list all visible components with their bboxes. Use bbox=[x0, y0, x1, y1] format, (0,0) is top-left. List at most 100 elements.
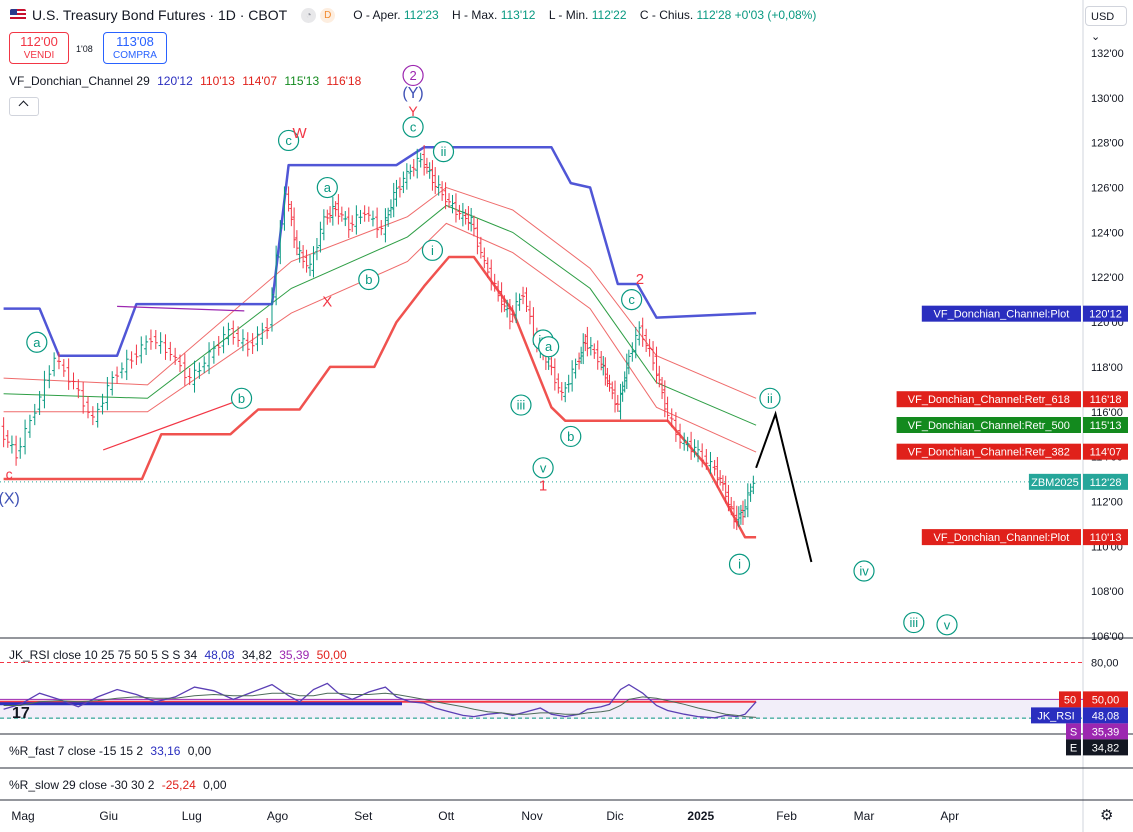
price-tag-value: 112'28 bbox=[1090, 477, 1122, 489]
wave-label: c bbox=[628, 292, 635, 307]
sell-price: 112'00 bbox=[20, 34, 58, 49]
wave-label: a bbox=[33, 335, 41, 350]
data-delay-icon[interactable]: ◔ bbox=[301, 7, 317, 23]
wave-label: (X) bbox=[0, 491, 20, 508]
wave-label: i bbox=[431, 243, 434, 258]
currency-selector[interactable]: USD ⌄ bbox=[1085, 6, 1127, 43]
rsi-tag-name: S bbox=[1070, 726, 1077, 738]
time-tick-label: Apr bbox=[940, 809, 959, 823]
rsi-signal-line bbox=[3, 692, 757, 718]
rfast-legend[interactable]: %R_fast 7 close -15 15 2 33,16 0,00 bbox=[9, 744, 215, 758]
buy-button[interactable]: 113'08 COMPRA bbox=[103, 32, 167, 64]
price-tag-name-box bbox=[896, 391, 1081, 408]
wave-label: X bbox=[322, 293, 332, 310]
donchian-retr382-value: 114'07 bbox=[242, 74, 278, 88]
price-tag-name-box bbox=[921, 305, 1081, 322]
price-tag-name: VF_Donchian_Channel:Plot bbox=[934, 309, 1070, 321]
wave-label: Y bbox=[408, 103, 418, 119]
time-tick-label: Feb bbox=[776, 809, 797, 823]
chart-header: U.S. Treasury Bond Futures · 1D · CBOT ◔… bbox=[0, 0, 1083, 30]
wave-label-circle bbox=[421, 239, 444, 261]
trendline bbox=[117, 305, 245, 312]
price-tags: VF_Donchian_Channel:Plot 120'12 VF_Donchia… bbox=[896, 305, 1128, 546]
price-tag-value-box bbox=[1083, 443, 1128, 460]
tradingview-logo: 17 bbox=[12, 705, 30, 722]
price-tag-name: VF_Donchian_Channel:Retr_382 bbox=[908, 447, 1070, 459]
time-tick-label: Ago bbox=[267, 809, 289, 823]
rsi-tag-name-box bbox=[1059, 691, 1081, 708]
wave-label: 1 bbox=[539, 477, 547, 494]
donchian-retr618-value: 116'18 bbox=[326, 74, 362, 88]
wave-label-circle bbox=[560, 425, 582, 448]
close-value: 112'28 bbox=[696, 8, 732, 22]
price-tick-label: 116'00 bbox=[1091, 407, 1123, 419]
settings-gear-icon[interactable]: ⚙ bbox=[1100, 807, 1114, 824]
rsi-value-4: 50,00 bbox=[316, 648, 347, 662]
price-tag-name-box bbox=[1028, 473, 1081, 490]
time-axis[interactable]: Mag Giu Lug Ago Set Ott Nov Dic 2025 Feb Mar Apr bbox=[11, 809, 959, 823]
delayed-badge[interactable]: D bbox=[320, 7, 336, 23]
price-tag-value: 120'12 bbox=[1089, 309, 1122, 321]
wave-label: a bbox=[545, 339, 553, 354]
rsi-pane[interactable]: 80,00 50,00 50 48,08 JK_RSI 35,39 S 34,82 E bbox=[0, 657, 1128, 756]
symbol-title[interactable]: U.S. Treasury Bond Futures · 1D · CBOT bbox=[32, 7, 288, 23]
rslow-name: %R_slow 29 close -30 30 2 bbox=[9, 778, 155, 792]
wave-label-circle bbox=[532, 457, 554, 479]
price-tag-value: 115'13 bbox=[1090, 420, 1122, 432]
donchian-upper-value: 120'12 bbox=[157, 74, 193, 88]
rsi-value-tag bbox=[1083, 707, 1128, 724]
price-tick-label: 126'00 bbox=[1091, 183, 1124, 195]
price-tag-value: 110'13 bbox=[1090, 532, 1122, 544]
price-tag-value-box bbox=[1083, 416, 1128, 433]
price-tag-value-box bbox=[1083, 473, 1128, 490]
sell-button[interactable]: 112'00 VENDI bbox=[9, 32, 69, 64]
sell-label: VENDI bbox=[23, 50, 55, 61]
price-tag-name: ZBM2025 bbox=[1031, 477, 1079, 489]
wave-label-circle bbox=[728, 553, 751, 575]
change-value: +0'03 (+0,08%) bbox=[734, 8, 817, 22]
high-label: H - Max. bbox=[452, 8, 498, 22]
price-tag-value: 116'18 bbox=[1090, 394, 1122, 406]
rslow-value-1: -25,24 bbox=[161, 778, 196, 792]
wave-label-circle bbox=[402, 64, 424, 87]
us-flag-icon bbox=[10, 9, 26, 21]
projection-line bbox=[755, 410, 813, 563]
close-label: C - Chius. bbox=[639, 8, 694, 22]
rsi-tag-text: 34,82 bbox=[1092, 742, 1120, 754]
rsi-legend[interactable]: JK_RSI close 10 25 75 50 5 S S 34 48,08 … bbox=[9, 648, 351, 662]
wave-label: b bbox=[238, 391, 245, 406]
rsi-value-1: 48,08 bbox=[204, 648, 235, 662]
time-tick-label: Mar bbox=[854, 809, 875, 823]
wave-label-circle bbox=[432, 141, 455, 163]
wave-label-circle bbox=[936, 614, 958, 636]
rsi-value-tag bbox=[1083, 723, 1128, 740]
retr-618-line bbox=[3, 186, 757, 399]
wave-label: (Y) bbox=[402, 85, 423, 102]
price-tick-label: 124'00 bbox=[1091, 227, 1124, 239]
high-value: 113'12 bbox=[500, 8, 536, 22]
donchian-legend[interactable]: VF_Donchian_Channel 29 120'12 110'13 114… bbox=[9, 74, 365, 88]
rsi-tag-text: 48,08 bbox=[1092, 710, 1120, 722]
wave-label-circle bbox=[230, 387, 253, 409]
donchian-upper-line bbox=[3, 145, 757, 357]
rsi-value-2: 34,82 bbox=[241, 648, 272, 662]
wave-label-circle bbox=[853, 560, 875, 582]
rsi-tag-name-box bbox=[1066, 739, 1081, 756]
collapse-legend-button[interactable] bbox=[9, 97, 39, 116]
rsi-tag-name-box bbox=[1031, 707, 1081, 724]
price-tag-name-box bbox=[896, 416, 1081, 433]
rfast-name: %R_fast 7 close -15 15 2 bbox=[9, 744, 144, 758]
price-tag-value-box bbox=[1083, 391, 1128, 408]
rslow-value-2: 0,00 bbox=[203, 778, 227, 792]
rsi-tag-text: 35,39 bbox=[1092, 726, 1120, 738]
wave-label: b bbox=[567, 429, 574, 444]
wave-label-circle bbox=[538, 336, 560, 358]
rslow-legend[interactable]: %R_slow 29 close -30 30 2 -25,24 0,00 bbox=[9, 778, 231, 792]
time-tick-label: Nov bbox=[521, 809, 542, 823]
price-tick-label: 122'00 bbox=[1091, 272, 1124, 284]
wave-label: v bbox=[540, 460, 547, 475]
wave-label-circle bbox=[277, 129, 300, 152]
wave-label: 2 bbox=[636, 271, 644, 288]
wave-label: W bbox=[293, 125, 308, 142]
